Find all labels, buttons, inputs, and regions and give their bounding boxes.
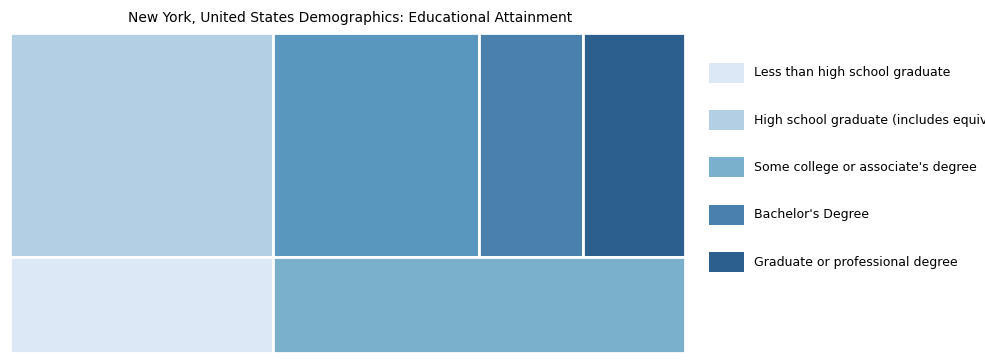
Text: Bachelor's Degree: Bachelor's Degree <box>754 208 869 221</box>
Bar <box>10 33 273 257</box>
Text: High school graduate (includes equivalency): High school graduate (includes equivalen… <box>754 114 985 127</box>
Text: Some college or associate's degree: Some college or associate's degree <box>754 161 976 174</box>
Bar <box>273 257 685 353</box>
Bar <box>479 33 583 257</box>
Text: Less than high school graduate: Less than high school graduate <box>754 66 950 79</box>
Bar <box>583 33 685 257</box>
Bar <box>10 257 273 353</box>
Text: Graduate or professional degree: Graduate or professional degree <box>754 256 957 269</box>
Text: New York, United States Demographics: Educational Attainment: New York, United States Demographics: Ed… <box>127 11 572 25</box>
Bar <box>273 33 479 257</box>
